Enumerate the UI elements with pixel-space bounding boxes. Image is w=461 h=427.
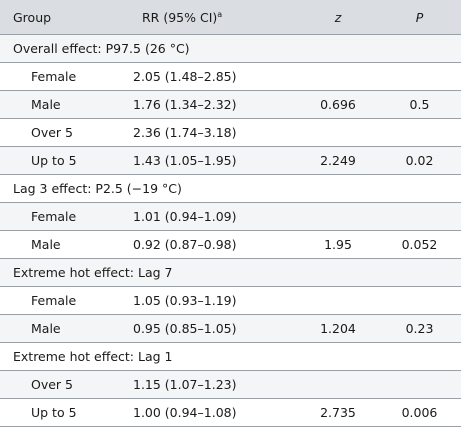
- group-column-header: Group: [0, 0, 118, 35]
- table-row: Over 5 1.15 (1.07–1.23): [0, 370, 461, 399]
- rr-cell: 1.05 (0.93–1.19): [118, 286, 298, 315]
- section-label: Extreme hot effect: Lag 7: [0, 258, 461, 287]
- p-column-header: P: [378, 0, 461, 35]
- table-body: Overall effect: P97.5 (26 °C) Female 2.05 …: [0, 34, 461, 427]
- section-header-row: Overall effect: P97.5 (26 °C): [0, 34, 461, 63]
- table-row: Over 5 2.36 (1.74–3.18): [0, 118, 461, 147]
- rr-cell: 1.00 (0.94–1.08): [118, 398, 298, 427]
- z-cell: [298, 202, 378, 231]
- rr-cell: 2.05 (1.48–2.85): [118, 62, 298, 91]
- section-header-row: Extreme hot effect: Lag 7: [0, 258, 461, 287]
- group-cell: Female: [0, 202, 118, 231]
- z-column-header: z: [298, 0, 378, 35]
- z-cell: 2.249: [298, 146, 378, 175]
- p-cell: [378, 370, 461, 399]
- section-label: Overall effect: P97.5 (26 °C): [0, 34, 461, 63]
- rr-cell: 0.95 (0.85–1.05): [118, 314, 298, 343]
- group-cell: Female: [0, 62, 118, 91]
- rr-header-text: RR (95% CI): [142, 9, 218, 25]
- p-cell: 0.006: [378, 398, 461, 427]
- group-cell: Over 5: [0, 118, 118, 147]
- p-cell: [378, 62, 461, 91]
- z-cell: 1.95: [298, 230, 378, 259]
- table-row: Up to 5 1.00 (0.94–1.08) 2.735 0.006: [0, 398, 461, 427]
- z-cell: 2.735: [298, 398, 378, 427]
- section-header-row: Lag 3 effect: P2.5 (−19 °C): [0, 174, 461, 203]
- z-cell: [298, 370, 378, 399]
- table-row: Female 1.05 (0.93–1.19): [0, 286, 461, 315]
- p-cell: 0.02: [378, 146, 461, 175]
- z-cell: [298, 62, 378, 91]
- table-row: Female 1.01 (0.94–1.09): [0, 202, 461, 231]
- rr-cell: 1.01 (0.94–1.09): [118, 202, 298, 231]
- section-label: Lag 3 effect: P2.5 (−19 °C): [0, 174, 461, 203]
- z-cell: [298, 286, 378, 315]
- p-cell: [378, 286, 461, 315]
- rr-cell: 1.76 (1.34–2.32): [118, 90, 298, 119]
- z-cell: 1.204: [298, 314, 378, 343]
- group-cell: Female: [0, 286, 118, 315]
- table-row: Male 0.95 (0.85–1.05) 1.204 0.23: [0, 314, 461, 343]
- table-row: Male 1.76 (1.34–2.32) 0.696 0.5: [0, 90, 461, 119]
- p-cell: [378, 118, 461, 147]
- group-cell: Male: [0, 314, 118, 343]
- z-cell: [298, 118, 378, 147]
- section-label: Extreme hot effect: Lag 1: [0, 342, 461, 371]
- rr-cell: 2.36 (1.74–3.18): [118, 118, 298, 147]
- group-cell: Male: [0, 90, 118, 119]
- p-cell: [378, 202, 461, 231]
- group-cell: Over 5: [0, 370, 118, 399]
- z-cell: 0.696: [298, 90, 378, 119]
- rr-column-header: RR (95% CI)a: [118, 0, 298, 35]
- table-row: Female 2.05 (1.48–2.85): [0, 62, 461, 91]
- p-cell: 0.052: [378, 230, 461, 259]
- table-header-row: Group RR (95% CI)a z P: [0, 0, 461, 35]
- rr-header-footnote: a: [217, 9, 223, 19]
- group-cell: Up to 5: [0, 146, 118, 175]
- section-header-row: Extreme hot effect: Lag 1: [0, 342, 461, 371]
- p-cell: 0.23: [378, 314, 461, 343]
- p-cell: 0.5: [378, 90, 461, 119]
- rr-cell: 1.43 (1.05–1.95): [118, 146, 298, 175]
- group-cell: Male: [0, 230, 118, 259]
- table-row: Male 0.92 (0.87–0.98) 1.95 0.052: [0, 230, 461, 259]
- table-row: Up to 5 1.43 (1.05–1.95) 2.249 0.02: [0, 146, 461, 175]
- rr-cell: 0.92 (0.87–0.98): [118, 230, 298, 259]
- rr-cell: 1.15 (1.07–1.23): [118, 370, 298, 399]
- group-cell: Up to 5: [0, 398, 118, 427]
